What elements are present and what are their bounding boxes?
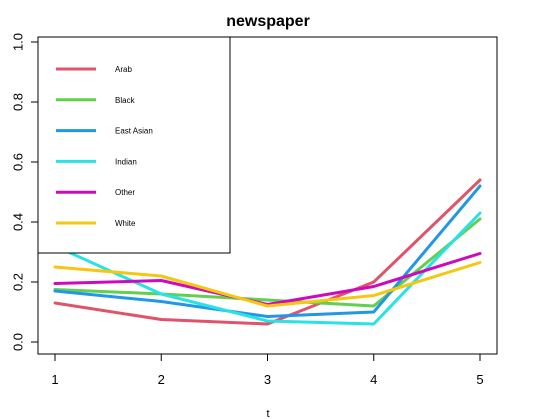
legend xyxy=(37,36,231,254)
y-tick-label: 0.4 xyxy=(10,213,25,231)
x-axis-label: t xyxy=(266,408,269,419)
y-tick-label: 0.2 xyxy=(10,273,25,291)
x-tick-label: 5 xyxy=(476,372,483,387)
series-line-5 xyxy=(53,261,482,308)
series-line-2 xyxy=(53,184,482,318)
series-line-3 xyxy=(53,211,482,326)
x-axis: 1 2 3 4 5 xyxy=(51,353,484,387)
x-tick-label: 4 xyxy=(370,372,377,387)
x-tick-label: 3 xyxy=(264,372,271,387)
series-lines xyxy=(53,178,482,326)
chart-title: newspaper xyxy=(226,13,310,30)
series-line-0 xyxy=(53,178,482,326)
x-tick-label: 2 xyxy=(158,372,165,387)
legend-label-1: Black xyxy=(115,96,136,105)
y-tick-label: 0.6 xyxy=(10,153,25,171)
x-tick-label: 1 xyxy=(51,372,58,387)
legend-label-0: Arab xyxy=(115,65,132,74)
y-tick-label: 1.0 xyxy=(10,33,25,51)
legend-label-4: Other xyxy=(115,188,135,197)
legend-label-3: Indian xyxy=(115,157,137,166)
legend-label-5: White xyxy=(115,219,136,228)
y-tick-label: 0.0 xyxy=(10,333,25,351)
y-tick-label: 0.8 xyxy=(10,93,25,111)
legend-label-2: East Asian xyxy=(115,127,153,136)
legend-entries: Arab Black East Asian Indian Other White xyxy=(56,65,153,228)
y-axis: 0.0 0.2 0.4 0.6 0.8 1.0 xyxy=(10,33,39,351)
